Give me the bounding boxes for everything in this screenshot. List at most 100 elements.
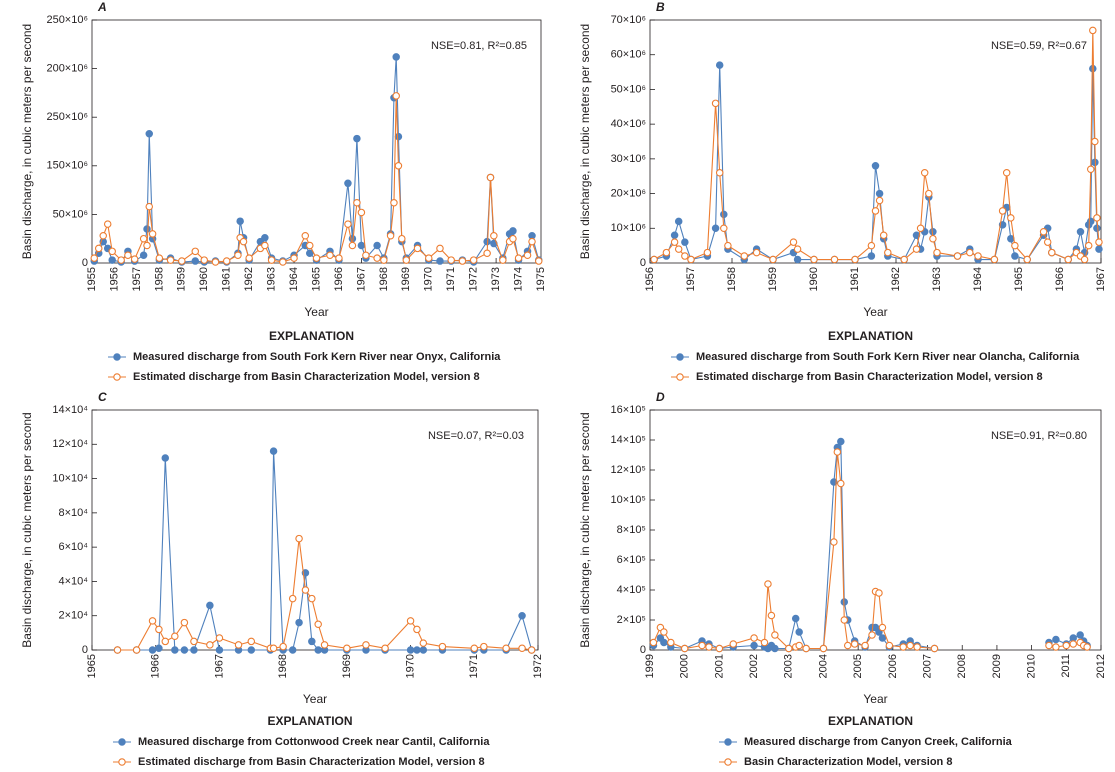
data-point (868, 631, 876, 639)
legend-title: EXPLANATION (267, 714, 352, 728)
data-point (348, 241, 357, 250)
data-point (143, 225, 151, 233)
data-point (528, 237, 536, 246)
legend-marker (724, 758, 732, 766)
data-point (108, 256, 116, 264)
x-tick-label: 1967 (1095, 267, 1107, 291)
legend-label: Estimated discharge from Basin Character… (138, 756, 485, 768)
data-point (419, 646, 428, 654)
data-point (793, 255, 802, 264)
data-point (715, 644, 724, 653)
y-tick-label: 2×10⁵ (617, 614, 646, 626)
data-point (850, 640, 859, 648)
x-tick-label: 1975 (535, 267, 547, 291)
x-tick-label: 2000 (679, 654, 691, 678)
x-tick-label: 1956 (644, 267, 656, 291)
data-point (875, 589, 883, 597)
x-axis-label: Year (303, 692, 327, 706)
data-point (1011, 241, 1019, 250)
panel-label: C (98, 390, 107, 404)
data-point (1062, 641, 1071, 650)
x-tick-label: 1960 (198, 267, 210, 291)
x-tick-label: 1965 (310, 267, 322, 291)
x-tick-label: 1971 (468, 654, 480, 678)
data-point (247, 646, 256, 654)
data-point (234, 251, 242, 259)
data-point (837, 437, 845, 446)
x-tick-label: 1966 (150, 654, 162, 678)
data-point (974, 252, 982, 260)
data-point (875, 196, 884, 205)
data-point (1080, 255, 1089, 264)
data-point (871, 207, 880, 215)
y-tick-label: 6×10⁴ (58, 541, 88, 553)
data-point (670, 238, 679, 246)
data-point (953, 252, 962, 260)
data-point (810, 255, 818, 264)
data-point (795, 641, 803, 650)
data-point (239, 237, 248, 246)
data-point (483, 249, 491, 258)
y-tick-label: 250×10⁶ (46, 111, 88, 123)
annotation: NSE=0.81, R²=0.85 (431, 40, 527, 52)
legend-marker (118, 758, 126, 766)
data-point (527, 646, 536, 654)
data-point (139, 251, 148, 259)
x-tick-label: 1966 (333, 267, 345, 291)
series-line (117, 538, 532, 651)
data-point (413, 625, 421, 634)
legend-label: Estimated discharge from Basin Character… (696, 371, 1043, 383)
plot-frame (649, 409, 1102, 651)
data-point (215, 646, 224, 654)
data-point (308, 594, 316, 603)
legend-marker (676, 353, 684, 361)
data-point (171, 646, 179, 654)
data-point (729, 640, 738, 648)
x-tick-label: 1962 (890, 267, 902, 291)
y-axis-label: Basin discharge, in cubic meters per sec… (20, 24, 34, 259)
x-axis-label: Year (304, 305, 328, 319)
x-tick-label: 1974 (512, 267, 524, 291)
y-tick-label: 0 (82, 257, 88, 269)
legend-label: Measured discharge from South Fork Kern … (696, 351, 1080, 363)
data-point (933, 248, 941, 257)
y-tick-label: 60×10⁶ (611, 49, 646, 61)
y-tick-label: 4×10⁵ (617, 584, 646, 596)
data-point (711, 224, 720, 233)
data-point (1091, 137, 1099, 146)
data-point (373, 254, 381, 262)
data-point (113, 646, 122, 654)
data-point (680, 644, 689, 653)
data-point (771, 631, 779, 639)
data-point (912, 245, 921, 253)
data-point (343, 644, 351, 653)
data-point (392, 53, 400, 61)
y-tick-label: 14×10⁵ (611, 434, 646, 446)
y-tick-label: 6×10⁵ (617, 554, 646, 566)
data-point (698, 641, 706, 650)
plot-frame (91, 409, 539, 651)
data-point (245, 254, 253, 262)
x-tick-label: 1959 (767, 267, 779, 291)
x-tick-label: 1965 (86, 654, 98, 678)
data-point (344, 179, 352, 188)
data-point (306, 241, 314, 250)
data-point (802, 644, 810, 653)
data-point (155, 254, 164, 262)
y-tick-label: 50×10⁶ (53, 208, 88, 220)
data-point (925, 189, 933, 198)
data-point (279, 258, 287, 266)
data-point (875, 189, 884, 198)
data-point (306, 249, 314, 258)
x-tick-label: 2010 (1026, 654, 1038, 678)
y-tick-label: 2×10⁴ (58, 610, 88, 622)
y-tick-label: 8×10⁴ (58, 507, 88, 519)
x-tick-label: 2004 (817, 654, 829, 678)
x-tick-label: 1957 (131, 267, 143, 291)
data-point (878, 623, 887, 632)
data-point (295, 534, 303, 543)
data-point (1069, 634, 1077, 642)
data-point (314, 646, 322, 654)
